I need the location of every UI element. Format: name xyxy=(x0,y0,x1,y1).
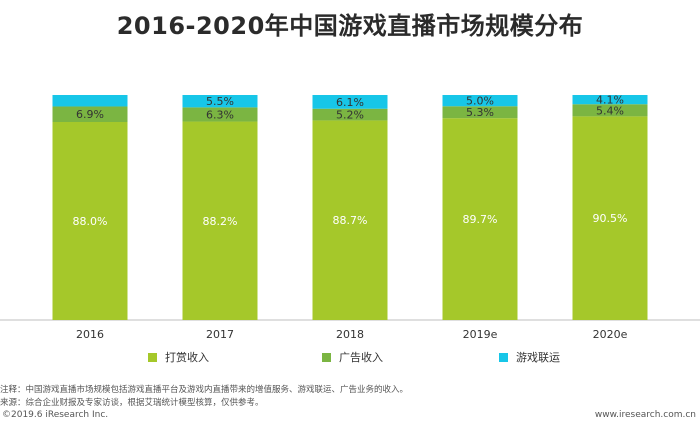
bar-segment-2016-s1 xyxy=(52,106,128,122)
legend-item-joint: 游戏联运 xyxy=(499,349,560,365)
legend-swatch-joint xyxy=(499,352,508,362)
data-label-2016-s1: 6.9% xyxy=(76,108,104,121)
chart-title: 2016-2020年中国游戏直播市场规模分布 xyxy=(116,12,584,40)
bar-segment-2016-s2 xyxy=(52,95,128,107)
x-tick-label-2017: 2017 xyxy=(206,328,234,341)
bar-segment-2020e-s1 xyxy=(572,104,648,117)
footer-copyright: ©2019.6 iResearch Inc. xyxy=(2,410,109,420)
footer-website[interactable]: www.iresearch.com.cn xyxy=(594,410,696,420)
bar-segment-2020e-s0 xyxy=(572,116,648,320)
data-label-2017-s0: 88.2% xyxy=(203,215,238,228)
bar-segment-2018-s1 xyxy=(312,108,388,121)
bar-segment-2019e-s2 xyxy=(442,95,518,107)
bar-segment-2017-s1 xyxy=(182,107,258,122)
data-label-2017-s1: 6.3% xyxy=(206,108,234,121)
chart-legend: 打赏收入 广告收入 游戏联运 xyxy=(0,349,700,365)
bar-segment-2018-s2 xyxy=(312,95,388,109)
data-label-2018-s0: 88.7% xyxy=(333,214,368,227)
legend-item-tip: 打赏收入 xyxy=(148,349,209,365)
bar-segment-2016-s0 xyxy=(52,122,128,320)
bar-segment-2018-s0 xyxy=(312,120,388,320)
x-tick-label-2020e: 2020e xyxy=(593,328,628,341)
bar-segment-2019e-s0 xyxy=(442,118,518,320)
bar-segment-2017-s2 xyxy=(182,95,258,108)
legend-label-joint: 游戏联运 xyxy=(516,351,560,364)
data-label-2020e-s1: 5.4% xyxy=(596,104,624,117)
stacked-bar-chart: 88.0% 6.9% 2016 88.2% 6.3%5.5% 2017 88.7% 5.2%6… xyxy=(0,94,700,341)
legend-label-tip: 打赏收入 xyxy=(165,351,209,364)
bar-segment-2020e-s2 xyxy=(572,95,648,105)
chart-source: 来源：综合企业财报及专家访谈，根据艾瑞统计模型核算，仅供参考。 xyxy=(0,398,264,408)
chart-note: 注释：中国游戏直播市场规模包括游戏直播平台及游戏内直播带来的增值服务、游戏联运、… xyxy=(0,385,409,395)
data-label-2018-s1: 5.2% xyxy=(336,109,364,122)
bar-segment-2017-s0 xyxy=(182,121,258,320)
data-label-2018-s2: 6.1% xyxy=(336,96,364,109)
legend-swatch-tip xyxy=(148,352,157,362)
legend-label-ad: 广告收入 xyxy=(339,351,383,364)
data-label-2019e-s1: 5.3% xyxy=(466,106,494,119)
data-label-2019e-s2: 5.0% xyxy=(466,95,494,108)
data-label-2020e-s2: 4.1% xyxy=(596,94,624,107)
x-tick-label-2019e: 2019e xyxy=(463,328,498,341)
data-label-2017-s2: 5.5% xyxy=(206,95,234,108)
data-label-2016-s0: 88.0% xyxy=(73,215,108,228)
data-label-2019e-s0: 89.7% xyxy=(463,213,498,226)
data-label-2020e-s0: 90.5% xyxy=(593,212,628,225)
legend-item-ad: 广告收入 xyxy=(322,349,383,365)
legend-swatch-ad xyxy=(322,352,331,362)
x-tick-label-2018: 2018 xyxy=(336,328,364,341)
x-tick-label-2016: 2016 xyxy=(76,328,104,341)
bar-segment-2019e-s1 xyxy=(442,106,518,119)
